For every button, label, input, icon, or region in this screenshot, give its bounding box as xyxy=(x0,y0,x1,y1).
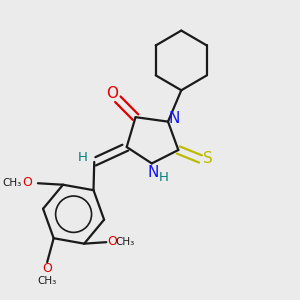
Text: O: O xyxy=(22,176,32,189)
Text: S: S xyxy=(203,151,213,166)
Text: N: N xyxy=(147,165,159,180)
Text: O: O xyxy=(43,262,52,275)
Text: O: O xyxy=(106,86,119,101)
Text: CH₃: CH₃ xyxy=(2,178,22,188)
Text: O: O xyxy=(107,236,117,248)
Text: CH₃: CH₃ xyxy=(116,237,135,247)
Text: H: H xyxy=(78,151,88,164)
Text: N: N xyxy=(168,111,180,126)
Text: CH₃: CH₃ xyxy=(38,276,57,286)
Text: H: H xyxy=(159,171,169,184)
